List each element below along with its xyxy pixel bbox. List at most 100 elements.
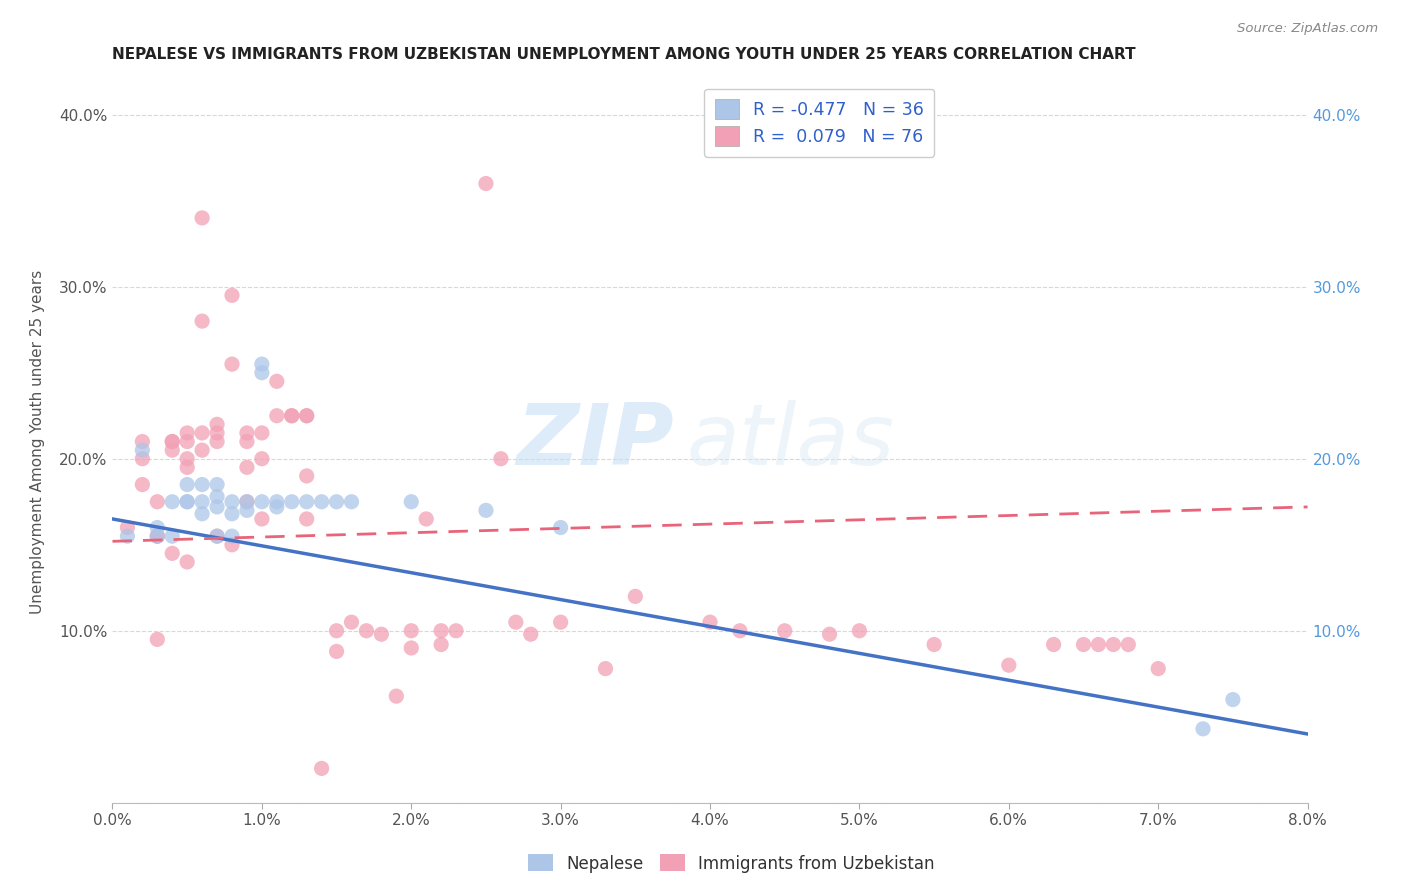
Point: [162, 443, 183, 458]
Point: [236, 434, 259, 449]
Point: [191, 477, 214, 491]
Point: [205, 529, 228, 543]
Point: [325, 494, 347, 508]
Point: [489, 451, 512, 466]
Point: [131, 451, 153, 466]
Point: [505, 615, 527, 630]
Point: [205, 529, 228, 543]
Point: [624, 590, 647, 604]
Point: [146, 529, 169, 543]
Point: [176, 494, 198, 508]
Point: [595, 662, 617, 676]
Point: [281, 494, 304, 508]
Legend: Nepalese, Immigrants from Uzbekistan: Nepalese, Immigrants from Uzbekistan: [520, 847, 942, 880]
Point: [295, 409, 318, 423]
Point: [370, 627, 392, 641]
Point: [176, 460, 198, 475]
Point: [131, 434, 153, 449]
Point: [191, 443, 214, 458]
Point: [1147, 662, 1170, 676]
Point: [236, 494, 259, 508]
Point: [176, 434, 198, 449]
Point: [266, 409, 288, 423]
Point: [205, 417, 228, 432]
Point: [205, 500, 228, 514]
Point: [162, 529, 183, 543]
Point: [550, 520, 572, 534]
Point: [1118, 638, 1140, 652]
Point: [699, 615, 721, 630]
Point: [401, 640, 423, 655]
Point: [146, 494, 169, 508]
Point: [250, 451, 273, 466]
Point: [401, 624, 423, 638]
Point: [162, 434, 183, 449]
Point: [325, 624, 347, 638]
Point: [236, 494, 259, 508]
Point: [922, 638, 945, 652]
Point: [236, 460, 259, 475]
Point: [1102, 638, 1125, 652]
Point: [295, 409, 318, 423]
Point: [430, 638, 453, 652]
Point: [146, 529, 169, 543]
Point: [250, 512, 273, 526]
Point: [221, 288, 243, 302]
Point: [236, 503, 259, 517]
Point: [340, 494, 363, 508]
Point: [1222, 692, 1244, 706]
Point: [131, 443, 153, 458]
Y-axis label: Unemployment Among Youth under 25 years: Unemployment Among Youth under 25 years: [31, 269, 45, 614]
Point: [191, 314, 214, 328]
Point: [728, 624, 751, 638]
Text: ZIP: ZIP: [516, 400, 675, 483]
Point: [818, 627, 841, 641]
Point: [221, 357, 243, 371]
Point: [415, 512, 437, 526]
Point: [176, 494, 198, 508]
Point: [176, 555, 198, 569]
Point: [356, 624, 378, 638]
Point: [221, 494, 243, 508]
Point: [1042, 638, 1064, 652]
Point: [176, 425, 198, 440]
Point: [221, 538, 243, 552]
Point: [430, 624, 453, 638]
Point: [176, 477, 198, 491]
Point: [176, 451, 198, 466]
Point: [221, 507, 243, 521]
Point: [146, 529, 169, 543]
Point: [205, 477, 228, 491]
Point: [205, 490, 228, 504]
Point: [221, 529, 243, 543]
Point: [444, 624, 467, 638]
Text: atlas: atlas: [686, 400, 894, 483]
Point: [295, 494, 318, 508]
Point: [250, 357, 273, 371]
Point: [162, 494, 183, 508]
Point: [266, 500, 288, 514]
Point: [311, 761, 333, 775]
Point: [162, 546, 183, 560]
Point: [1087, 638, 1109, 652]
Point: [773, 624, 796, 638]
Point: [295, 469, 318, 483]
Point: [205, 425, 228, 440]
Point: [146, 632, 169, 647]
Point: [191, 211, 214, 225]
Point: [191, 425, 214, 440]
Point: [340, 615, 363, 630]
Point: [550, 615, 572, 630]
Legend: R = -0.477   N = 36, R =  0.079   N = 76: R = -0.477 N = 36, R = 0.079 N = 76: [704, 89, 935, 157]
Point: [281, 409, 304, 423]
Point: [1192, 722, 1215, 736]
Text: NEPALESE VS IMMIGRANTS FROM UZBEKISTAN UNEMPLOYMENT AMONG YOUTH UNDER 25 YEARS C: NEPALESE VS IMMIGRANTS FROM UZBEKISTAN U…: [112, 47, 1136, 62]
Point: [848, 624, 870, 638]
Point: [998, 658, 1021, 673]
Point: [162, 434, 183, 449]
Point: [281, 409, 304, 423]
Point: [250, 366, 273, 380]
Point: [131, 477, 153, 491]
Point: [311, 494, 333, 508]
Point: [117, 529, 139, 543]
